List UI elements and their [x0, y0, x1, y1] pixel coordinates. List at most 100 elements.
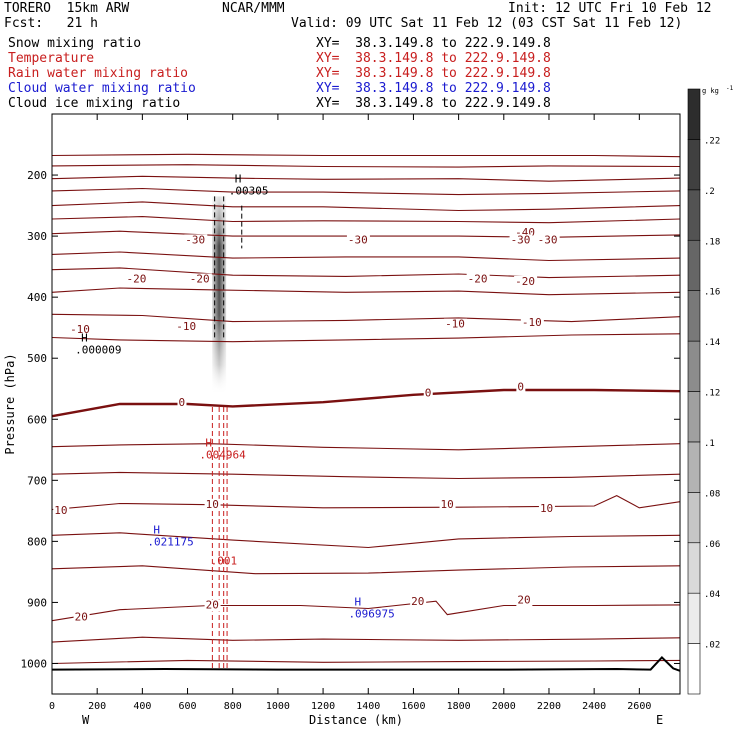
contour-label-bg	[175, 321, 199, 334]
contour-label-bg	[410, 595, 427, 608]
dashed-contour	[211, 407, 220, 670]
contour-label: -30	[511, 233, 531, 246]
contour-label-bg	[204, 498, 221, 511]
maximum-symbol: H	[205, 436, 212, 449]
maximum-value: .096975	[348, 608, 394, 621]
contour-label-bg	[346, 234, 370, 247]
colorbar-segment	[687, 340, 701, 392]
contour-label: 10	[540, 502, 553, 515]
init-time: Init: 12 UTC Fri 10 Feb 12	[508, 1, 712, 16]
contour-label-bg	[536, 234, 560, 247]
contour-label-bg	[516, 381, 526, 394]
contour-label: -10	[522, 316, 542, 329]
x-tick-label: 2600	[627, 701, 651, 712]
contour-label: 10	[206, 498, 219, 511]
contour-label: 20	[206, 599, 219, 612]
isotherm-line	[51, 216, 681, 224]
x-tick-label: 0	[49, 701, 55, 712]
contour-label-bg	[177, 396, 187, 409]
isotherm-line	[51, 175, 681, 182]
maximum-value: .001	[211, 555, 238, 568]
x-tick-label: 600	[179, 701, 197, 712]
contour-label-bg	[509, 234, 533, 247]
x-tick-label: 1200	[311, 701, 335, 712]
field-label-cloud-water: Cloud water mixing ratio	[8, 81, 196, 96]
x-tick-label: 800	[224, 701, 242, 712]
valid-time: Valid: 09 UTC Sat 11 Feb 12 (03 CST Sat …	[291, 16, 683, 31]
isotherm-line	[51, 443, 681, 451]
colorbar-segment	[687, 643, 701, 695]
contour-label-bg	[444, 318, 468, 331]
contour-label: -30	[348, 233, 368, 246]
colorbar-tick-label: .06	[704, 540, 720, 550]
x-tick-label: 1400	[356, 701, 380, 712]
contour-label: 20	[517, 594, 530, 607]
x-tick-label: 400	[133, 701, 151, 712]
colorbar-tick-label: .12	[704, 389, 720, 399]
field-label-temperature: Temperature	[8, 51, 95, 66]
colorbar-segment	[687, 239, 701, 291]
x-end-label-right: E	[656, 713, 663, 727]
x-tick-label: 200	[88, 701, 106, 712]
contour-label: -20	[468, 273, 488, 286]
colorbar-tick-label: .08	[704, 489, 720, 499]
y-tick-label: 600	[27, 413, 47, 426]
dashed-contour	[223, 407, 228, 670]
contour-label: 20	[75, 611, 88, 624]
y-axis-label: Pressure (hPa)	[3, 353, 17, 454]
colorbar-layer: .02 .04 .06 .08 .1 .12 .14 .16 .18 .2 .22 g kg -1	[687, 85, 734, 695]
contour-label-bg	[53, 504, 70, 517]
maximum-symbol: H	[81, 331, 88, 344]
isotherm-line	[51, 471, 681, 480]
contour-label: 0	[425, 387, 432, 400]
y-tick-label: 700	[27, 474, 47, 487]
x-axis-label: Distance (km)	[309, 713, 403, 727]
contour-label: -10	[445, 318, 465, 331]
y-tick-label: 800	[27, 535, 47, 548]
colorbar-tick-label: .2	[704, 187, 715, 197]
maximum-symbol: H	[153, 524, 160, 537]
contour-label-bg	[423, 387, 433, 400]
contour-label-bg	[184, 234, 208, 247]
maximum-value: .004964	[199, 448, 246, 461]
colorbar-tick-label: .22	[704, 136, 720, 146]
isotherm-line	[51, 636, 681, 643]
center-title: NCAR/MMM	[222, 1, 285, 16]
colorbar-tick-label: .18	[704, 237, 720, 247]
contour-label-bg	[73, 611, 90, 624]
colorbar-tick-label: .16	[704, 288, 720, 298]
y-tick-label: 900	[27, 596, 47, 609]
x-end-label-left: W	[82, 713, 90, 727]
contour-label-bg	[125, 273, 149, 286]
field-xy-temperature: XY= 38.3.149.8 to 222.9.149.8	[316, 51, 551, 66]
colorbar-segment	[687, 139, 701, 191]
isotherm-line	[51, 267, 681, 279]
contour-label: -30	[538, 233, 558, 246]
colorbar-tick-label: .1	[704, 439, 715, 449]
isotherm-line	[51, 153, 681, 158]
field-label-snow: Snow mixing ratio	[8, 36, 142, 51]
maximum-value: .000009	[75, 343, 121, 356]
x-tick-label: 2200	[537, 701, 561, 712]
x-tick-label: 1600	[401, 701, 425, 712]
colorbar-tick-label: .04	[704, 590, 720, 600]
x-tick-label: 1000	[266, 701, 290, 712]
isotherm-line	[51, 201, 681, 212]
terrain-line	[51, 655, 681, 672]
isotherm-line	[51, 565, 681, 575]
y-tick-label: 400	[27, 291, 47, 304]
contour-label-bg	[204, 599, 221, 612]
field-xy-rain: XY= 38.3.149.8 to 222.9.149.8	[316, 66, 551, 81]
contour-label-bg	[439, 498, 456, 511]
contour-label: -30	[185, 233, 205, 246]
contour-label: 10	[441, 498, 454, 511]
y-tick-label: 200	[27, 169, 47, 182]
contour-label: -20	[515, 275, 535, 288]
field-label-rain: Rain water mixing ratio	[8, 66, 189, 81]
y-tick-label: 300	[27, 230, 47, 243]
contour-label-bg	[514, 275, 538, 288]
isotherm-line	[51, 313, 681, 323]
contour-label: 0	[179, 396, 186, 409]
isotherm-line	[51, 388, 681, 418]
